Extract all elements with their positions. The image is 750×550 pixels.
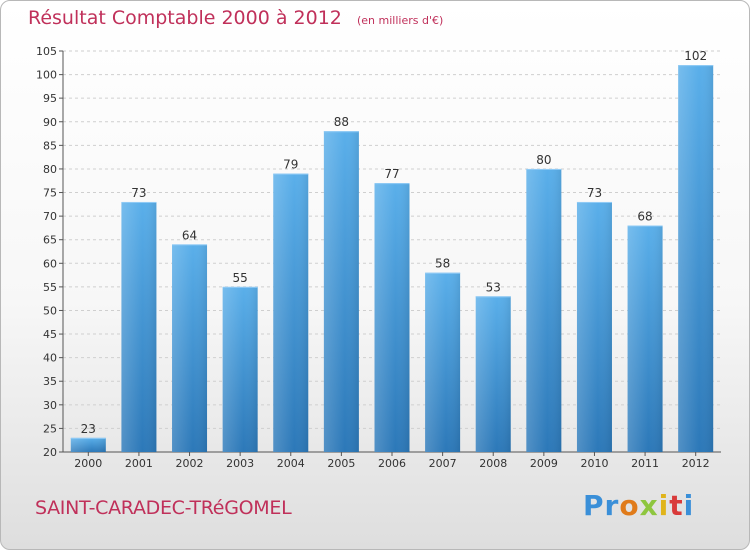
brand-letter: o (619, 489, 640, 522)
x-tick-label: 2007 (429, 457, 457, 470)
town-name: SAINT-CARADEC-TRéGOMEL (35, 497, 292, 519)
value-label: 80 (536, 153, 551, 167)
y-tick-label: 90 (43, 116, 57, 129)
bar-sheen (576, 201, 612, 452)
bar-group (425, 272, 461, 452)
y-tick-label: 40 (43, 352, 57, 365)
value-label: 73 (131, 186, 146, 200)
bar-group (172, 244, 208, 452)
y-tick-label: 20 (43, 446, 57, 459)
bar-sheen (475, 296, 511, 452)
y-tick-label: 70 (43, 210, 57, 223)
brand-letter: i (658, 489, 670, 522)
value-label: 58 (435, 257, 450, 271)
y-tick-label: 50 (43, 304, 57, 317)
bar-sheen (70, 437, 106, 452)
bar-sheen (121, 201, 157, 452)
value-label: 102 (684, 49, 707, 63)
y-tick-label: 25 (43, 422, 57, 435)
bar-sheen (172, 244, 208, 452)
chart-subtitle: (en milliers d'€) (356, 14, 444, 27)
value-label: 23 (81, 422, 96, 436)
bar-group (323, 131, 359, 452)
x-tick-label: 2001 (125, 457, 153, 470)
bar-group (526, 168, 562, 453)
y-tick-label: 60 (43, 257, 57, 270)
x-tick-label: 2002 (176, 457, 204, 470)
value-label: 88 (334, 115, 349, 129)
x-tick-label: 2005 (327, 457, 355, 470)
data-labels: 23 73 64 55 79 88 77 58 53 80 73 68 102 (81, 49, 707, 436)
x-tick-label: 2004 (277, 457, 305, 470)
bar-group (70, 437, 106, 452)
bar-sheen (627, 225, 663, 452)
x-tick-label: 2003 (226, 457, 254, 470)
x-tick-label: 2008 (479, 457, 507, 470)
value-label: 79 (283, 158, 298, 172)
y-tick-label: 65 (43, 234, 57, 247)
bar-group (627, 225, 663, 452)
y-tick-label: 35 (43, 375, 57, 388)
brand-letter: t (669, 489, 684, 522)
bar-sheen (374, 183, 410, 452)
value-label: 53 (486, 280, 501, 294)
y-tick-label: 55 (43, 281, 57, 294)
x-tick-label: 2000 (74, 457, 102, 470)
bar-sheen (526, 168, 562, 453)
x-tick-label: 2009 (530, 457, 558, 470)
brand-letter: P (583, 489, 605, 522)
y-tick-label: 80 (43, 163, 57, 176)
bar-sheen (323, 131, 359, 452)
brand-letter: x (639, 489, 659, 522)
bar-group (475, 296, 511, 452)
bar-group (678, 65, 714, 452)
bar-group (222, 286, 258, 452)
brand-logo: Proxiti (583, 489, 694, 522)
bar-sheen (222, 286, 258, 452)
bar-group (576, 201, 612, 452)
x-tick-label: 2006 (378, 457, 406, 470)
chart-title: Résultat Comptable 2000 à 2012 (28, 7, 342, 29)
value-label: 68 (637, 210, 652, 224)
bar-sheen (273, 173, 309, 453)
y-tick-label: 105 (36, 45, 57, 58)
bar-group (121, 201, 157, 452)
y-tick-label: 85 (43, 139, 57, 152)
y-tick-label: 100 (36, 69, 57, 82)
brand-letter: r (604, 489, 620, 522)
bar-sheen (425, 272, 461, 452)
bar-group (273, 173, 309, 453)
chart-title-block: Résultat Comptable 2000 à 2012 (en milli… (28, 7, 443, 29)
y-tick-label: 45 (43, 328, 57, 341)
value-label: 73 (587, 186, 602, 200)
bars (70, 65, 714, 453)
value-label: 64 (182, 228, 197, 242)
x-tick-label: 2010 (580, 457, 608, 470)
x-tick-label: 2011 (631, 457, 659, 470)
value-label: 55 (233, 271, 248, 285)
value-label: 77 (384, 167, 399, 181)
y-tick-label: 75 (43, 187, 57, 200)
brand-letter: i (683, 489, 695, 522)
bar-group (374, 183, 410, 452)
y-tick-label: 95 (43, 92, 57, 105)
x-tick-label: 2012 (682, 457, 710, 470)
y-tick-label: 30 (43, 399, 57, 412)
bar-sheen (678, 65, 714, 452)
